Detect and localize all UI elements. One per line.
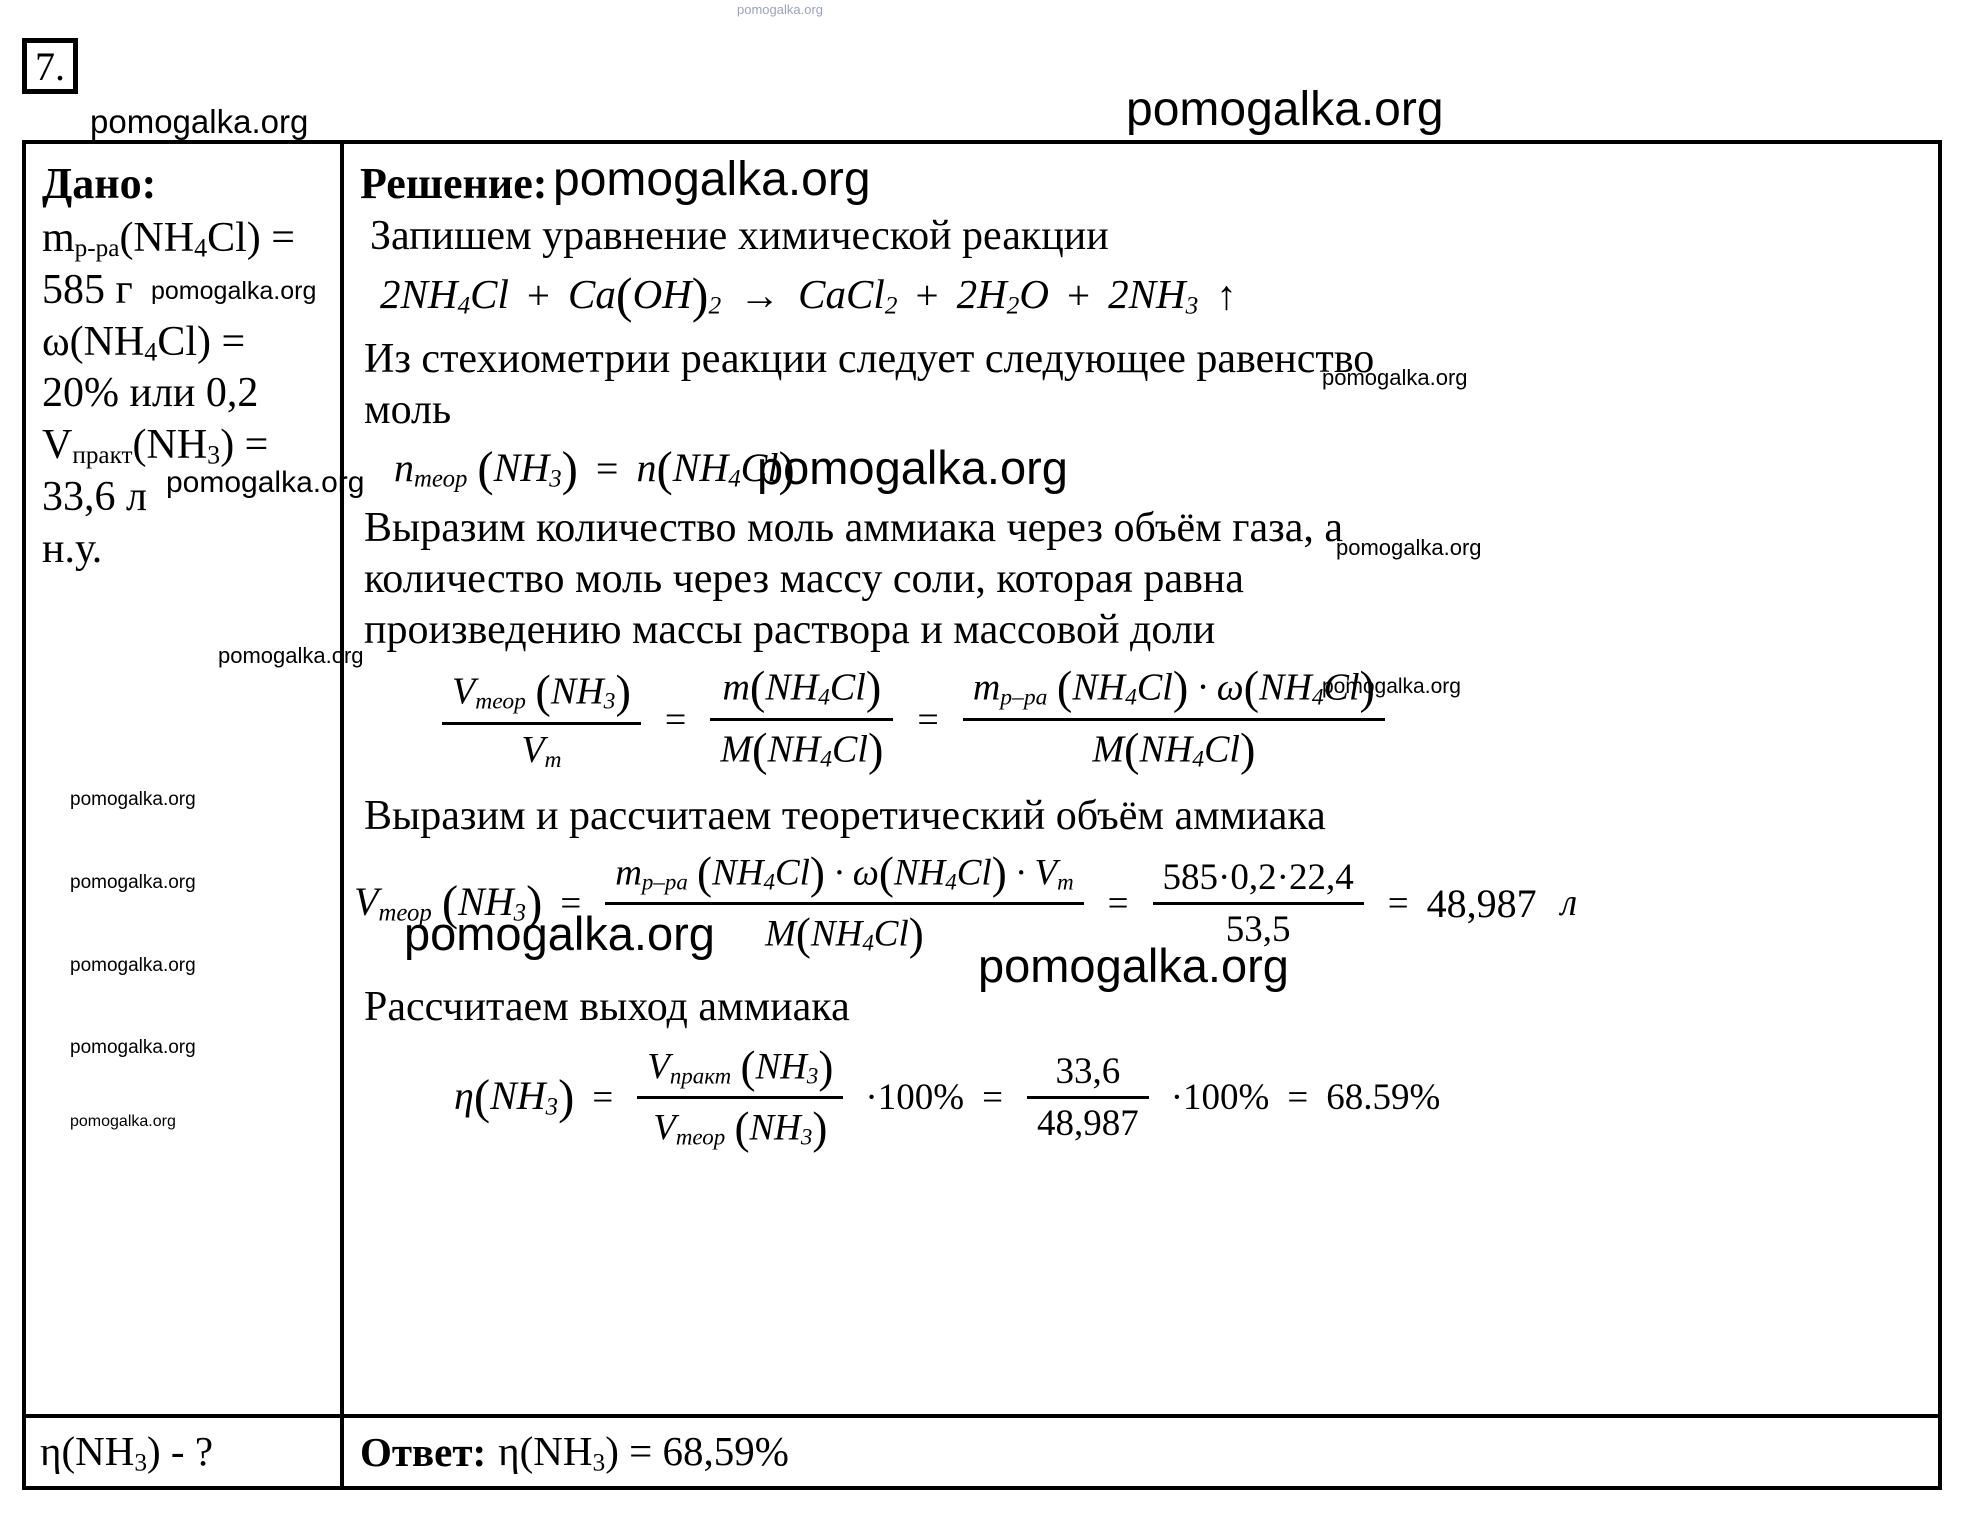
equation-plus-1: + — [526, 272, 551, 319]
equation-product-3: 2NH3 — [1108, 270, 1199, 320]
solution-step5-text: Рассчитаем выход аммиака — [364, 983, 850, 1030]
formula-theoretical-volume-calc: Vтеор (NH3) = mр–ра (NH4Cl) · ω(NH4Cl) ·… — [344, 847, 1938, 960]
solution-step3-text-line3: произведению массы раствора и массовой д… — [364, 607, 1216, 654]
answer-cell: Ответ: η(NH3) = 68,59% — [344, 1418, 1938, 1486]
given-line-conditions: н.у. — [42, 525, 103, 572]
fraction-numerator: m(NH4Cl) — [722, 663, 882, 715]
fraction-denominator: Vтеор (NH3) — [637, 1095, 844, 1154]
fraction-mass-over-molar: m(NH4Cl) M(NH4Cl) — [710, 662, 894, 777]
fraction-denominator: 53,5 — [1152, 901, 1364, 951]
chemical-equation: 2NH4Cl + Ca(OH)2 → CaCl2 + 2H2O + 2NH3 ↑ — [344, 266, 1938, 324]
gas-evolution-arrow-icon: ↑ — [1216, 272, 1237, 319]
solution-column: Решение: Запишем уравнение химической ре… — [344, 144, 1938, 1486]
yield-equals-2: = — [982, 1076, 1003, 1118]
equation-reactant-1: 2NH4Cl — [380, 270, 509, 320]
fraction-denominator: M(NH4Cl) — [605, 901, 1084, 960]
fraction-numerator: Vпракт (NH3) — [647, 1041, 834, 1092]
answer-row: η(NH3) - ? Ответ: η(NH3) = 68,59% — [26, 1414, 1938, 1486]
fraction-numeric-yield: 33,6 48,987 — [1026, 1050, 1149, 1145]
solution-heading: Решение: — [360, 159, 548, 208]
given-line-volume-practical: Vпракт(NH3) = — [42, 422, 269, 470]
fraction-denominator: Vm — [442, 721, 641, 774]
solution-step3-text-line2: количество моль через массу соли, котора… — [364, 555, 1244, 602]
answer-value: η(NH3) = 68,59% — [498, 1427, 789, 1477]
yield-multiplier-1: ·100% — [865, 1076, 965, 1118]
ratio-equals-2: = — [917, 698, 939, 741]
solution-table: Дано: mр-ра(NH4Cl) = 585 г ω(NH4Cl) = 20… — [22, 140, 1942, 1490]
calc-result-unit: л — [1560, 882, 1578, 925]
equation-reactant-2: Ca(OH)2 — [568, 267, 722, 324]
formula-yield-calc: η(NH3) = Vпракт (NH3) Vтеор (NH3) ·100% … — [344, 1041, 1938, 1154]
fraction-numerator: Vтеор (NH3) — [452, 666, 631, 718]
find-question-cell: η(NH3) - ? — [26, 1418, 344, 1486]
yield-result: 68.59% — [1326, 1076, 1441, 1118]
yield-equals-1: = — [592, 1076, 614, 1118]
formula-mole-rhs: n(NH4Cl) — [636, 441, 795, 496]
fraction-denominator: M(NH4Cl) — [710, 718, 894, 777]
fraction-numerator: mр–ра (NH4Cl) · ω(NH4Cl) — [972, 663, 1375, 715]
fraction-numerator: 33,6 — [1055, 1050, 1121, 1092]
equation-plus-3: + — [1066, 272, 1091, 319]
solution-step1-text: Запишем уравнение химической реакции — [370, 213, 1109, 259]
watermark-text: pomogalka.org — [1126, 83, 1444, 136]
find-question-text: η(NH3) - ? — [40, 1427, 214, 1477]
given-column: Дано: mр-ра(NH4Cl) = 585 г ω(NH4Cl) = 20… — [26, 144, 344, 1486]
formula-mole-equality: nтеор (NH3) = n(NH4Cl) — [344, 441, 1938, 497]
formula-volume-ratio: Vтеор (NH3) Vm = m(NH4Cl) M(NH4Cl) = mр–… — [344, 662, 1938, 777]
fraction-numerator: mр–ра (NH4Cl) · ω(NH4Cl) · Vm — [615, 847, 1074, 898]
given-line-mass-fraction: ω(NH4Cl) = — [42, 318, 246, 367]
calc-lhs: Vтеор (NH3) — [354, 876, 543, 931]
equation-arrow-icon: → — [739, 272, 781, 319]
given-line-volume-value: 33,6 л — [42, 474, 147, 521]
solution-step3-text-line1: Выразим количество моль аммиака через об… — [364, 504, 1344, 551]
solution-step2-text-line1: Из стехиометрии реакции следует следующе… — [364, 336, 1375, 383]
equation-plus-2: + — [915, 272, 939, 319]
solution-step2-text-line2: моль — [364, 387, 452, 434]
given-heading: Дано: — [42, 159, 157, 208]
formula-mole-equals: = — [595, 446, 619, 492]
fraction-numerator: 585·0,2·22,4 — [1162, 856, 1354, 898]
fraction-solution-mass-times-fraction: mр–ра (NH4Cl) · ω(NH4Cl) M(NH4Cl) — [962, 662, 1385, 777]
yield-lhs: η(NH3) — [454, 1070, 575, 1125]
calc-equals-2: = — [1107, 882, 1129, 924]
task-number-badge: 7. — [22, 38, 78, 94]
fraction-symbolic-volume: mр–ра (NH4Cl) · ω(NH4Cl) · Vm M(NH4Cl) — [605, 847, 1084, 960]
formula-mole-lhs: nтеор (NH3) — [394, 441, 578, 496]
calc-equals-1: = — [560, 882, 582, 924]
given-line-mass-value: 585 г — [42, 267, 133, 314]
yield-equals-3: = — [1287, 1076, 1309, 1118]
equation-product-1: CaCl2 — [798, 270, 898, 320]
fraction-theoretical-volume: Vтеор (NH3) Vm — [442, 666, 641, 774]
given-line-mass-solution: mр-ра(NH4Cl) = — [42, 215, 295, 263]
watermark-text: pomogalka.org — [90, 103, 309, 140]
answer-label: Ответ: — [360, 1429, 487, 1475]
equation-product-2: 2H2O — [956, 270, 1049, 320]
calc-result-volume: 48,987 — [1426, 880, 1537, 926]
ratio-equals-1: = — [664, 698, 687, 741]
fraction-numeric-volume: 585·0,2·22,4 53,5 — [1152, 856, 1364, 951]
fraction-practical-over-theoretical: Vпракт (NH3) Vтеор (NH3) — [637, 1041, 844, 1154]
watermark-text: pomogalka.org — [737, 2, 823, 17]
fraction-denominator: M(NH4Cl) — [962, 718, 1385, 777]
calc-equals-3: = — [1387, 882, 1409, 924]
solution-step4-text: Выразим и рассчитаем теоретический объём… — [364, 793, 1326, 840]
fraction-denominator: 48,987 — [1026, 1095, 1149, 1145]
yield-multiplier-2: ·100% — [1170, 1076, 1270, 1118]
given-line-mass-fraction-value: 20% или 0,2 — [42, 370, 259, 417]
